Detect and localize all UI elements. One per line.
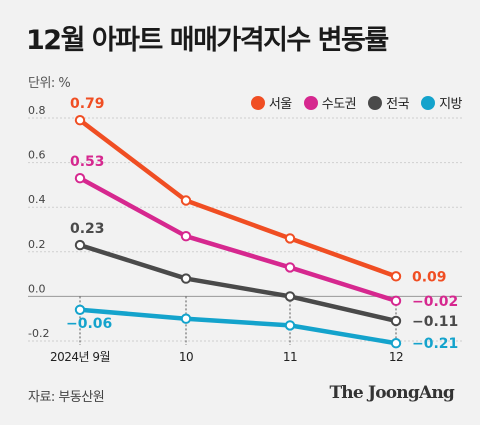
data-point [284,320,296,331]
data-point [74,173,86,184]
data-label: −0.06 [66,316,112,332]
y-tick-label: 0.4 [28,193,46,206]
x-tick-label: 2024년 9월 [50,350,110,364]
data-label: 0.79 [70,96,105,112]
legend-label: 서울 [268,97,292,112]
data-point [390,295,402,307]
legend-label: 전국 [386,97,410,112]
legend-item-seoul: 서울 [250,93,292,112]
data-point [180,195,192,206]
brand-logo: The JoongAng [329,383,454,403]
data-point [180,230,192,242]
legend-item-local: 지방 [421,93,462,112]
data-label: 0.09 [412,269,447,285]
series-line [77,307,399,346]
data-point [180,273,192,284]
y-tick-label: 0.6 [28,149,46,162]
unit-label: 단위: % [28,76,71,91]
data-label: 0.53 [70,154,105,170]
legend-dot [303,95,318,110]
data-label: −0.02 [412,294,458,310]
y-tick-label: -0.2 [28,327,49,340]
legend-label: 수도권 [321,97,357,112]
series-line [77,117,399,279]
y-tick-label: 0.8 [28,104,46,117]
data-point [74,239,86,251]
legend-dot [368,95,383,110]
data-point [390,271,402,282]
data-point [390,315,402,327]
legend: 서울 수도권 전국 지방 [250,93,462,112]
y-tick-label: 0.2 [28,238,46,251]
data-label: 0.23 [70,221,105,237]
legend-item-nation: 전국 [368,93,410,112]
data-label: −0.21 [412,336,458,352]
x-tick-label: 10 [179,350,193,364]
data-point [284,262,296,273]
data-point [74,115,86,126]
data-label: −0.11 [412,314,458,330]
legend-label: 지방 [439,97,462,112]
legend-dot [421,95,436,110]
series-line [77,242,399,324]
x-tick-label: 11 [283,350,297,364]
data-point [390,338,402,349]
data-point [284,291,296,302]
chart-title: 12월 아파트 매매가격지수 변동률 [26,25,389,56]
data-point [180,313,192,324]
source-label: 자료: 부동산원 [28,390,105,405]
series-line [77,175,399,304]
legend-dot [250,95,265,110]
y-tick-label: 0.0 [28,282,46,295]
data-point [284,233,296,244]
data-point [74,304,86,315]
legend-item-capital: 수도권 [303,93,357,112]
x-tick-label: 12 [389,350,403,364]
